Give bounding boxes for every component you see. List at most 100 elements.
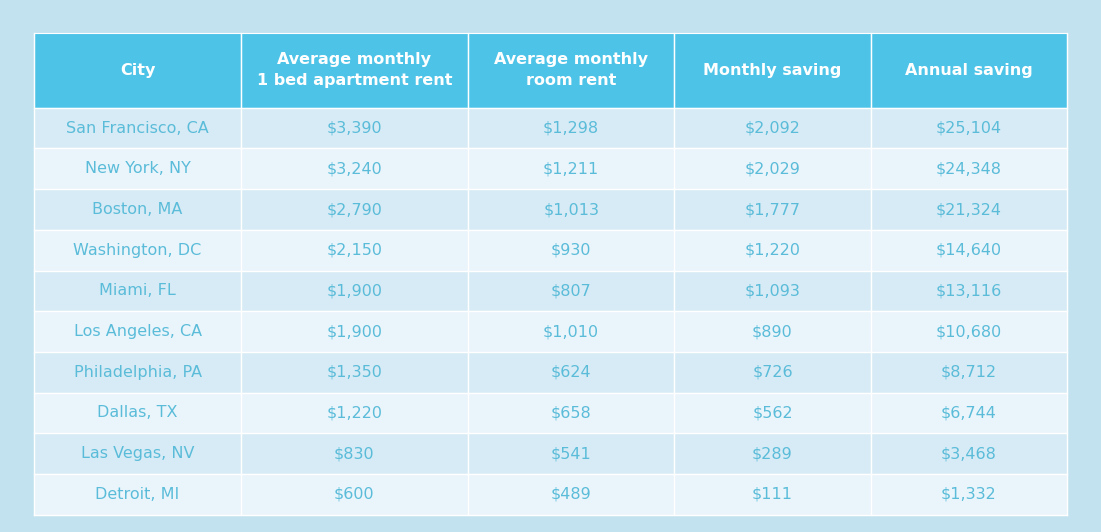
Bar [871, 352, 1067, 393]
Text: $2,790: $2,790 [326, 202, 382, 217]
Text: $1,900: $1,900 [326, 284, 382, 298]
Bar [675, 474, 871, 515]
Bar [468, 108, 675, 148]
Text: $10,680: $10,680 [936, 324, 1002, 339]
Bar [34, 189, 241, 230]
Bar [468, 474, 675, 515]
Bar [675, 352, 871, 393]
Text: $562: $562 [752, 405, 793, 420]
Bar [468, 148, 675, 189]
Text: $600: $600 [334, 487, 374, 502]
Text: Boston, MA: Boston, MA [92, 202, 183, 217]
Text: Los Angeles, CA: Los Angeles, CA [74, 324, 201, 339]
Text: $3,468: $3,468 [940, 446, 996, 461]
Text: $111: $111 [752, 487, 793, 502]
Bar [241, 271, 468, 311]
Text: Detroit, MI: Detroit, MI [96, 487, 179, 502]
Bar [871, 148, 1067, 189]
Bar [675, 393, 871, 434]
Text: Average monthly
room rent: Average monthly room rent [494, 53, 648, 88]
Bar [468, 230, 675, 271]
Text: New York, NY: New York, NY [85, 161, 190, 176]
Bar [468, 271, 675, 311]
Bar [675, 148, 871, 189]
Text: $930: $930 [550, 243, 591, 257]
Text: $1,010: $1,010 [543, 324, 599, 339]
Text: Las Vegas, NV: Las Vegas, NV [80, 446, 194, 461]
Text: San Francisco, CA: San Francisco, CA [66, 121, 209, 136]
Bar [34, 474, 241, 515]
Bar [241, 311, 468, 352]
Bar [871, 393, 1067, 434]
Text: $289: $289 [752, 446, 793, 461]
Bar [675, 434, 871, 474]
Bar [468, 352, 675, 393]
Bar [468, 393, 675, 434]
Bar [871, 108, 1067, 148]
Bar [241, 434, 468, 474]
FancyBboxPatch shape [10, 21, 1091, 526]
Bar [871, 434, 1067, 474]
Text: $3,390: $3,390 [327, 121, 382, 136]
Bar [241, 108, 468, 148]
Text: $890: $890 [752, 324, 793, 339]
Text: Miami, FL: Miami, FL [99, 284, 176, 298]
Text: $21,324: $21,324 [936, 202, 1002, 217]
Text: $1,220: $1,220 [744, 243, 800, 257]
Bar [675, 230, 871, 271]
Text: $830: $830 [334, 446, 374, 461]
Bar [34, 271, 241, 311]
Text: Average monthly
1 bed apartment rent: Average monthly 1 bed apartment rent [257, 53, 453, 88]
Bar [468, 189, 675, 230]
Text: Monthly saving: Monthly saving [704, 63, 841, 78]
Text: Annual saving: Annual saving [905, 63, 1033, 78]
Bar [34, 352, 241, 393]
Bar [675, 189, 871, 230]
Bar [34, 393, 241, 434]
Bar [675, 108, 871, 148]
Text: $1,013: $1,013 [543, 202, 599, 217]
Bar [241, 352, 468, 393]
Bar [675, 271, 871, 311]
Text: City: City [120, 63, 155, 78]
Text: $2,092: $2,092 [744, 121, 800, 136]
Bar [34, 33, 241, 108]
Bar [241, 148, 468, 189]
Text: $1,211: $1,211 [543, 161, 599, 176]
Text: $1,900: $1,900 [326, 324, 382, 339]
Text: $2,029: $2,029 [744, 161, 800, 176]
Text: $541: $541 [550, 446, 591, 461]
Text: $807: $807 [550, 284, 591, 298]
Bar [34, 434, 241, 474]
Text: Dallas, TX: Dallas, TX [97, 405, 178, 420]
Bar [675, 33, 871, 108]
Text: Philadelphia, PA: Philadelphia, PA [74, 365, 201, 380]
Text: Washington, DC: Washington, DC [74, 243, 201, 257]
Text: $13,116: $13,116 [936, 284, 1002, 298]
Text: $658: $658 [550, 405, 591, 420]
Text: $24,348: $24,348 [936, 161, 1002, 176]
Bar [871, 474, 1067, 515]
Bar [34, 108, 241, 148]
Text: $1,350: $1,350 [326, 365, 382, 380]
Bar [468, 311, 675, 352]
Bar [34, 148, 241, 189]
Bar [241, 230, 468, 271]
Text: $1,093: $1,093 [744, 284, 800, 298]
Text: $6,744: $6,744 [940, 405, 996, 420]
Text: $1,220: $1,220 [326, 405, 382, 420]
Bar [871, 33, 1067, 108]
Bar [241, 189, 468, 230]
Bar [871, 311, 1067, 352]
Text: $2,150: $2,150 [326, 243, 382, 257]
Text: $25,104: $25,104 [936, 121, 1002, 136]
Text: $489: $489 [550, 487, 591, 502]
Bar [34, 230, 241, 271]
Bar [675, 311, 871, 352]
Bar [241, 393, 468, 434]
Text: $8,712: $8,712 [940, 365, 996, 380]
Bar [871, 230, 1067, 271]
Bar [871, 271, 1067, 311]
Bar [241, 474, 468, 515]
Text: $1,777: $1,777 [744, 202, 800, 217]
